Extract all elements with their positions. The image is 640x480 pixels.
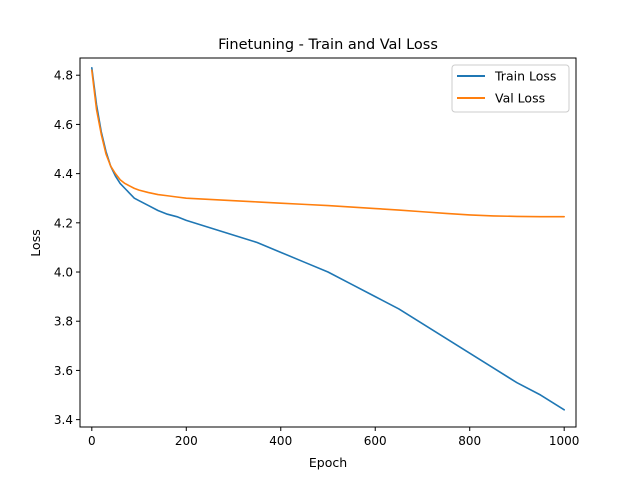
legend-label-train-loss: Train Loss — [494, 69, 556, 84]
legend: Train Loss Val Loss — [451, 64, 570, 113]
x-tick-label: 1000 — [549, 434, 580, 448]
x-tick-label: 0 — [88, 434, 96, 448]
y-tick-label: 4.8 — [54, 69, 73, 83]
legend-label-val-loss: Val Loss — [495, 91, 545, 106]
plot-area — [79, 57, 577, 428]
x-tick-label: 600 — [364, 434, 387, 448]
y-tick-label: 4.0 — [54, 266, 73, 280]
x-tick-label: 200 — [175, 434, 198, 448]
y-tick-label: 4.6 — [54, 118, 73, 132]
y-tick-label: 3.6 — [54, 364, 73, 378]
y-axis-ticks: 3.4 3.6 3.8 4.0 4.2 4.4 4.6 4.8 — [54, 69, 80, 427]
y-tick-label: 4.2 — [54, 216, 73, 230]
y-tick-label: 4.4 — [54, 167, 73, 181]
chart-title: Finetuning - Train and Val Loss — [218, 37, 438, 53]
y-tick-label: 3.8 — [54, 315, 73, 329]
x-tick-label: 800 — [458, 434, 481, 448]
series-line-val-loss — [91, 69, 565, 218]
series-layer — [91, 67, 565, 411]
x-axis-label: Epoch — [309, 455, 347, 470]
x-tick-label: 400 — [269, 434, 292, 448]
y-tick-label: 3.4 — [54, 413, 73, 427]
series-line-train-loss — [91, 67, 565, 411]
y-axis-label: Loss — [28, 229, 43, 256]
axes-frame — [79, 57, 577, 428]
x-axis-ticks: 0 200 400 600 800 1000 — [88, 427, 579, 448]
